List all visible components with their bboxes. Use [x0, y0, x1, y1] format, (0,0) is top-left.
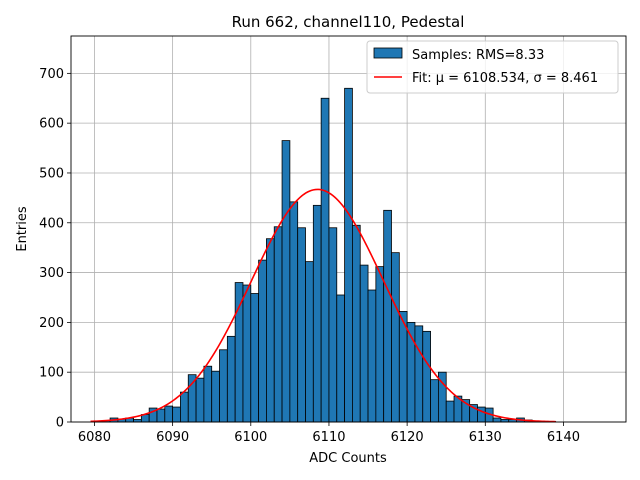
x-axis-label: ADC Counts	[309, 451, 387, 466]
histogram-bar	[172, 406, 181, 423]
histogram-bar	[195, 377, 205, 423]
histogram-bar	[234, 282, 244, 423]
histogram-bar	[226, 335, 236, 423]
histogram-bar	[383, 209, 392, 423]
legend-frame	[366, 40, 619, 94]
histogram-bar	[344, 87, 353, 423]
histogram-bar	[359, 264, 369, 423]
y-tick-label: 300	[39, 266, 64, 281]
y-axis-ticks: 0 100 200 300 400 500 600 700	[39, 67, 71, 431]
x-tick-label: 6100	[234, 430, 267, 445]
histogram-bar	[367, 289, 377, 423]
x-tick-label: 6130	[469, 430, 502, 445]
histogram-bar	[156, 408, 166, 423]
x-tick-label: 6140	[547, 430, 580, 445]
histogram-bar	[258, 259, 267, 423]
y-tick-label: 100	[39, 366, 64, 381]
histogram-bar	[328, 227, 338, 423]
histogram-bar	[320, 97, 330, 423]
histogram-bar	[414, 325, 424, 423]
histogram-bar	[336, 294, 345, 423]
y-tick-label: 600	[39, 117, 64, 132]
histogram-bars	[94, 87, 557, 423]
histogram-bar	[297, 227, 306, 423]
legend-fit-label: Fit: μ = 6108.534, σ = 8.461	[412, 71, 598, 86]
histogram-bar	[422, 330, 431, 423]
histogram-bar	[250, 293, 260, 423]
x-axis-ticks: 6080 6090 6100 6110 6120 6130 6140	[78, 422, 580, 445]
legend-samples-label: Samples: RMS=8.33	[412, 48, 544, 63]
histogram-bar	[312, 204, 322, 423]
legend: Samples: RMS=8.33 Fit: μ = 6108.534, σ =…	[366, 40, 619, 94]
x-tick-label: 6120	[391, 430, 424, 445]
y-tick-label: 700	[39, 67, 64, 82]
chart-title: Run 662, channel110, Pedestal	[232, 13, 465, 31]
histogram-bar	[430, 379, 439, 423]
histogram-bar	[203, 365, 213, 423]
y-tick-label: 400	[39, 216, 64, 231]
histogram-bar	[180, 391, 189, 423]
legend-samples-patch	[373, 47, 403, 59]
x-tick-label: 6080	[78, 430, 111, 445]
axes-frame	[70, 35, 627, 423]
gaussian-fit-curve	[90, 188, 556, 423]
histogram-bar	[492, 417, 502, 423]
histogram-bar	[391, 252, 400, 423]
x-tick-label: 6090	[156, 430, 189, 445]
histogram-bar	[305, 261, 314, 423]
histogram-bar	[219, 349, 228, 423]
y-tick-label: 0	[56, 416, 64, 431]
histogram-bar	[273, 226, 283, 423]
x-tick-label: 6110	[312, 430, 345, 445]
histogram-bar	[281, 140, 291, 423]
histogram-bar	[375, 266, 385, 423]
histogram-bar	[445, 400, 455, 423]
histogram-bar	[242, 284, 252, 423]
y-axis-label: Entries	[15, 206, 30, 252]
histogram-bar	[352, 224, 361, 423]
histogram-bar	[266, 238, 275, 423]
histogram-bar	[164, 405, 174, 423]
histogram-bar	[211, 370, 220, 423]
y-tick-label: 500	[39, 166, 64, 181]
histogram-bar	[187, 374, 197, 423]
y-tick-label: 200	[39, 316, 64, 331]
histogram-bar	[289, 201, 299, 423]
